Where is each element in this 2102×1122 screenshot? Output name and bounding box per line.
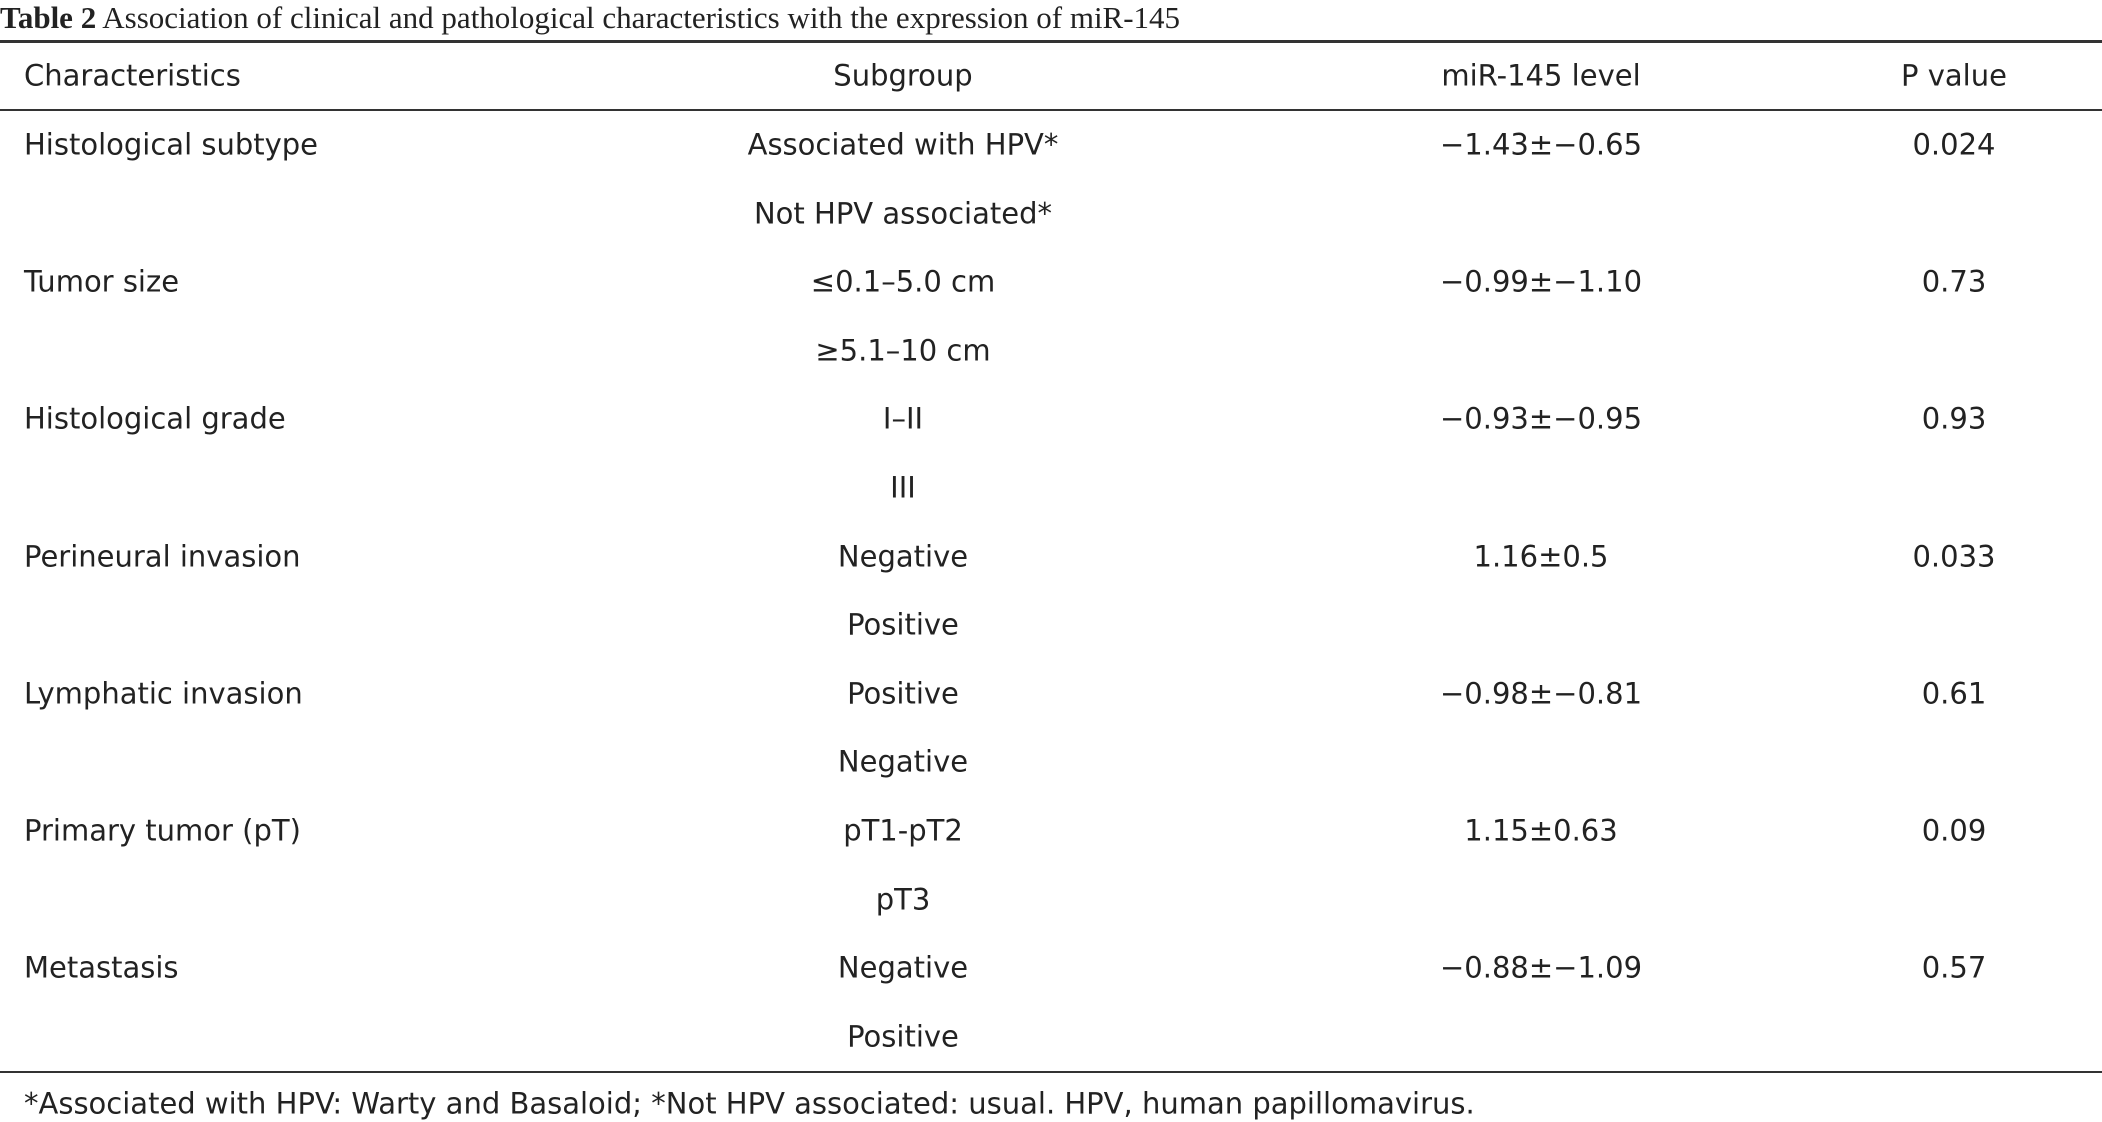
p-value: 0.61	[1921, 676, 1987, 711]
characteristic: Histological grade	[24, 401, 286, 436]
characteristic: Lymphatic invasion	[24, 676, 303, 711]
p-value: 0.57	[1921, 950, 1987, 985]
subgroup: Negative	[837, 950, 969, 985]
characteristic: Perineural invasion	[24, 539, 301, 574]
footnote: *Associated with HPV: Warty and Basaloid…	[24, 1086, 1475, 1121]
p-value: 0.09	[1921, 813, 1987, 848]
p-value: 0.73	[1921, 264, 1987, 299]
p-value: 0.93	[1921, 401, 1987, 436]
p-value: 0.024	[1912, 127, 1996, 162]
p-value: 0.033	[1912, 539, 1996, 574]
header-cell: Subgroup	[833, 58, 973, 93]
subgroup: pT1-pT2	[843, 813, 963, 848]
level: −0.98±−0.81	[1439, 676, 1643, 711]
characteristic: Tumor size	[24, 264, 180, 299]
subgroup: Positive	[847, 1019, 959, 1054]
caption: Table 2 Association of clinical and path…	[0, 0, 1180, 36]
level: −0.88±−1.09	[1439, 950, 1643, 985]
level: 1.16±0.5	[1473, 539, 1609, 574]
subgroup: Not HPV associated*	[753, 196, 1053, 231]
subgroup: Associated with HPV*	[747, 127, 1059, 162]
header-cell: Characteristics	[24, 58, 241, 93]
subgroup: ≤0.1–5.0 cm	[810, 264, 996, 299]
level: −0.93±−0.95	[1439, 401, 1643, 436]
subgroup: Positive	[847, 676, 959, 711]
header-cell: P value	[1901, 58, 2007, 93]
caption-label: Table 2	[0, 0, 97, 35]
characteristic: Primary tumor (pT)	[24, 813, 301, 848]
level: −1.43±−0.65	[1439, 127, 1643, 162]
subgroup: I–II	[882, 401, 924, 436]
subgroup: Negative	[837, 744, 969, 779]
level: −0.99±−1.10	[1439, 264, 1643, 299]
subgroup: Negative	[837, 539, 969, 574]
subgroup: ≥5.1–10 cm	[815, 333, 991, 368]
header-cell: miR-145 level	[1441, 58, 1641, 93]
level: 1.15±0.63	[1464, 813, 1618, 848]
header-rule	[0, 109, 2102, 111]
subgroup: III	[890, 470, 916, 505]
characteristic: Histological subtype	[24, 127, 319, 162]
top-rule	[0, 40, 2102, 43]
subgroup: Positive	[847, 607, 959, 642]
bottom-rule	[0, 1071, 2102, 1073]
caption-text: Association of clinical and pathological…	[102, 0, 1181, 35]
characteristic: Metastasis	[24, 950, 179, 985]
subgroup: pT3	[875, 882, 931, 917]
